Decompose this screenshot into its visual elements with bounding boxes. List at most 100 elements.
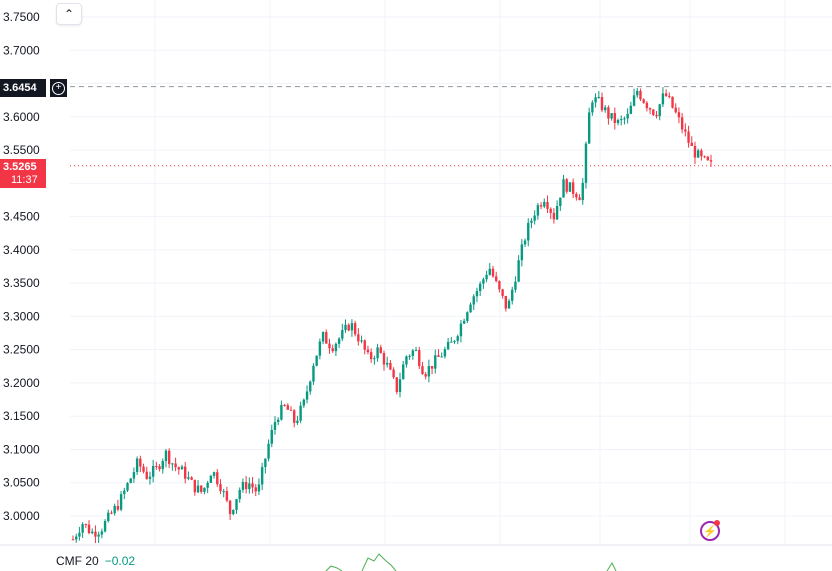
candle-body bbox=[270, 429, 273, 444]
candle-body bbox=[357, 334, 360, 342]
candle-body bbox=[693, 145, 697, 158]
candle-body bbox=[626, 113, 629, 119]
candle-body bbox=[216, 472, 219, 485]
candle-body bbox=[395, 377, 399, 392]
candle-body bbox=[620, 119, 623, 121]
candle-body bbox=[520, 244, 524, 261]
candles bbox=[71, 87, 713, 544]
candle-body bbox=[385, 362, 389, 365]
cmf-line-segment bbox=[606, 561, 617, 571]
y-tick-label: 3.3500 bbox=[3, 276, 40, 290]
candle-body bbox=[696, 150, 700, 158]
candle-body bbox=[174, 463, 177, 468]
candle-body bbox=[200, 485, 203, 492]
candle-body bbox=[658, 104, 661, 117]
candle-body bbox=[597, 96, 600, 98]
candle-body bbox=[341, 330, 344, 339]
candle-body bbox=[565, 179, 568, 192]
cmf-line bbox=[325, 553, 617, 571]
candle-body bbox=[225, 491, 229, 501]
candle-body bbox=[331, 348, 334, 352]
candle-body bbox=[177, 467, 180, 470]
candle-body bbox=[421, 366, 424, 375]
candle-body bbox=[517, 260, 520, 282]
candle-body bbox=[376, 347, 379, 359]
candle-body bbox=[71, 539, 75, 541]
candle-body bbox=[475, 291, 479, 297]
candle-body bbox=[158, 466, 161, 470]
candle-body bbox=[190, 477, 193, 480]
candle-body bbox=[671, 96, 674, 108]
candle-body bbox=[700, 150, 703, 157]
candle-body bbox=[353, 323, 357, 335]
candle-body bbox=[344, 324, 347, 331]
candle-body bbox=[347, 324, 350, 331]
y-tick-label: 3.2500 bbox=[3, 343, 40, 357]
candle-body bbox=[167, 450, 171, 465]
candle-body bbox=[507, 300, 511, 309]
candle-body bbox=[296, 420, 299, 423]
candle-body bbox=[139, 458, 142, 467]
candle-body bbox=[193, 479, 197, 493]
candle-body bbox=[661, 93, 665, 105]
candle-body bbox=[552, 212, 556, 220]
candle-body bbox=[398, 379, 402, 392]
candle-body bbox=[427, 366, 431, 377]
candle-body bbox=[78, 532, 81, 537]
candle-body bbox=[126, 483, 129, 491]
cmf-name: CMF 20 bbox=[56, 554, 99, 568]
cmf-line-segment bbox=[325, 565, 343, 571]
lightning-icon[interactable]: ⚡ bbox=[700, 521, 720, 541]
cmf-legend[interactable]: CMF 20 −0.02 bbox=[56, 554, 135, 568]
candle-body bbox=[321, 332, 325, 342]
y-tick-label: 3.4500 bbox=[3, 210, 40, 224]
candle-body bbox=[453, 340, 456, 342]
y-tick-label: 3.7000 bbox=[3, 43, 40, 57]
y-tick-label: 3.3000 bbox=[3, 309, 40, 323]
candle-body bbox=[533, 215, 536, 221]
candle-body bbox=[113, 505, 116, 514]
collapse-button[interactable]: ⌃ bbox=[56, 3, 82, 25]
candle-body bbox=[209, 475, 213, 483]
candle-body bbox=[424, 374, 427, 377]
candle-body bbox=[87, 524, 91, 534]
candle-body bbox=[456, 336, 459, 341]
candle-body bbox=[501, 289, 504, 296]
candle-body bbox=[81, 524, 84, 533]
bar-countdown: 11:37 bbox=[11, 174, 38, 186]
candle-body bbox=[469, 304, 472, 313]
candle-body bbox=[430, 366, 434, 369]
candle-body bbox=[648, 108, 652, 110]
plus-circle-icon: + bbox=[52, 81, 65, 95]
candle-body bbox=[472, 296, 475, 305]
candle-body bbox=[103, 521, 107, 532]
candle-body bbox=[84, 524, 88, 526]
candle-body bbox=[408, 355, 411, 357]
candle-body bbox=[283, 404, 286, 406]
candle-body bbox=[334, 343, 338, 352]
candle-body bbox=[462, 320, 466, 324]
candle-body bbox=[196, 485, 200, 493]
candle-body bbox=[171, 463, 174, 465]
candle-body bbox=[142, 466, 145, 472]
candle-body bbox=[437, 355, 440, 357]
candle-body bbox=[562, 179, 565, 198]
candle-body bbox=[91, 531, 94, 534]
candle-body bbox=[536, 205, 540, 216]
candle-body bbox=[228, 500, 232, 515]
candle-body bbox=[434, 355, 437, 369]
candle-body bbox=[504, 295, 508, 309]
add-alert-button[interactable]: + bbox=[50, 79, 67, 97]
candle-body bbox=[366, 349, 370, 353]
candle-body bbox=[94, 531, 97, 537]
candle-body bbox=[491, 268, 495, 277]
candle-body bbox=[600, 96, 604, 111]
last-price-value: 3.5265 bbox=[3, 161, 37, 173]
candle-body bbox=[373, 358, 376, 360]
candle-body bbox=[639, 90, 642, 100]
y-tick-label: 3.0000 bbox=[3, 509, 40, 523]
candle-body bbox=[642, 99, 645, 103]
candle-body bbox=[527, 222, 530, 241]
candle-body bbox=[546, 201, 549, 209]
